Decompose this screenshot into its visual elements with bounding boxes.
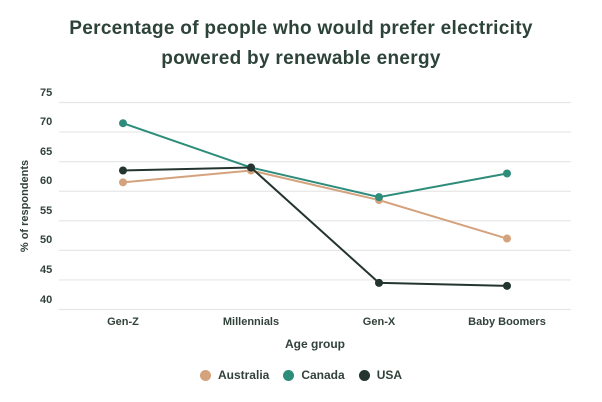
data-point-usa [503,281,511,290]
legend-label: Australia [217,368,270,382]
legend-swatch-icon [358,369,370,381]
x-tick-label-millennials: Millennials [222,316,280,328]
legend-swatch-icon [199,369,211,381]
y-tick-label: 75 [40,86,53,99]
y-tick-label: 70 [40,116,53,129]
chart-title-line2: powered by renewable energy [161,48,441,69]
legend-label: USA [376,368,403,382]
data-point-australia [503,234,511,243]
y-tick-label: 50 [40,234,53,247]
data-point-canada [375,193,383,202]
legend-label: Canada [301,368,345,382]
data-point-usa [247,163,255,172]
data-point-usa [375,278,383,287]
series-line-canada [122,122,508,199]
data-point-australia [119,178,127,187]
y-axis-title: % of respondents [19,159,31,253]
y-tick-label: 45 [40,263,53,276]
chart-title: Percentage of people who would prefer el… [0,14,602,74]
legend-swatch-icon [283,369,295,381]
series-line-australia [122,169,508,240]
data-point-usa [119,166,127,175]
y-tick-label: 55 [40,204,53,217]
x-tick-label-gen-x: Gen-X [362,316,396,328]
x-tick-label-gen-z: Gen-Z [107,316,139,328]
x-tick-label-baby-boomers: Baby Boomers [468,316,546,328]
x-axis-title: Age group [285,337,345,351]
legend-item-usa: USA [358,368,403,382]
legend-item-australia: Australia [199,368,270,382]
legend-item-canada: Canada [283,368,345,382]
y-tick-label: 65 [40,145,53,158]
data-point-canada [119,119,127,128]
series-line-usa [122,166,508,287]
y-tick-label: 60 [40,175,53,188]
y-tick-label: 40 [40,293,53,306]
chart-title-line1: Percentage of people who would prefer el… [69,18,533,39]
legend: Australia Canada USA [0,368,602,382]
data-point-canada [503,169,511,178]
